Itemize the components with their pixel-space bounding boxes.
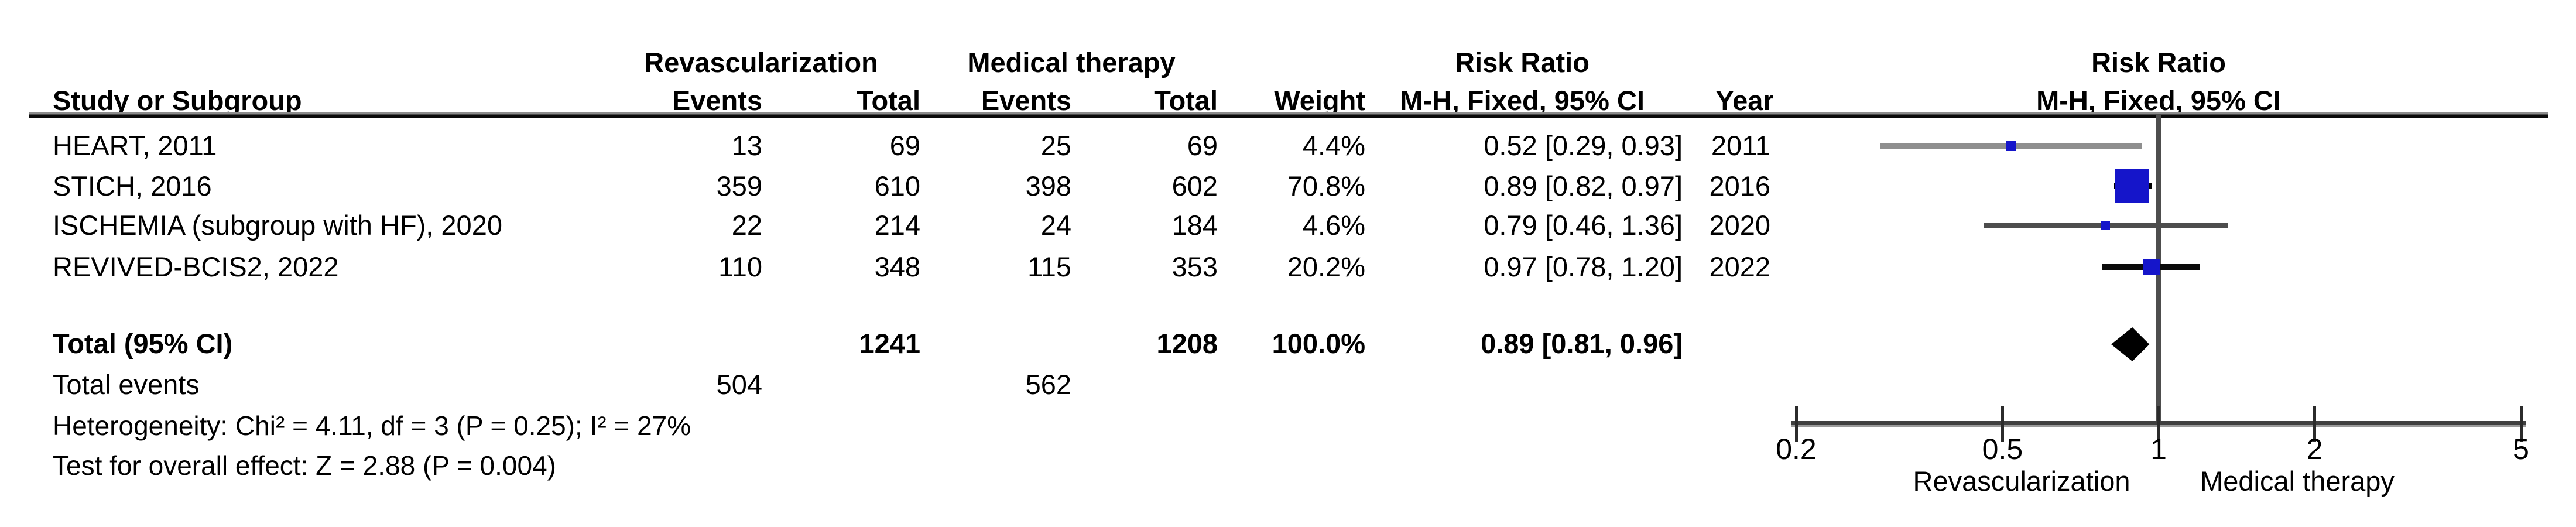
col-header-method-table: M-H, Fixed, 95% CI — [1400, 85, 1645, 116]
heterogeneity-text: Heterogeneity: Chi² = 4.11, df = 3 (P = … — [53, 410, 691, 441]
axis-tick-label: 0.2 — [1776, 433, 1817, 466]
cell-study: STICH, 2016 — [53, 170, 212, 201]
cell-rev-events: 22 — [731, 210, 762, 241]
total-row-label: Total (95% CI) — [53, 328, 233, 359]
cell-weight: 70.8% — [1287, 170, 1365, 201]
header-rule — [29, 112, 2548, 118]
total-weight: 100.0% — [1272, 328, 1365, 359]
cell-rev-total: 610 — [874, 170, 920, 201]
effect-square — [2006, 141, 2017, 151]
cell-med-total: 353 — [1171, 251, 1218, 282]
axis-tick-label: 0.5 — [1982, 433, 2023, 466]
effect-square — [2143, 259, 2160, 275]
cell-rr-ci: 0.89 [0.82, 0.97] — [1484, 170, 1683, 201]
cell-rev-events: 110 — [718, 251, 762, 282]
col-header-year: Year — [1715, 85, 1774, 116]
cell-year: 2022 — [1709, 251, 1770, 282]
total-events-med: 562 — [1025, 369, 1071, 400]
cell-med-events: 115 — [1027, 251, 1071, 282]
cell-med-total: 184 — [1171, 210, 1218, 241]
axis-right-arm-label: Medical therapy — [2200, 466, 2395, 497]
cell-med-events: 24 — [1040, 210, 1071, 241]
cell-weight: 4.4% — [1302, 130, 1365, 161]
group-header-revascularization: Revascularization — [644, 47, 878, 78]
cell-rev-total: 69 — [889, 130, 920, 161]
col-header-weight: Weight — [1274, 85, 1365, 116]
group-header-medical-therapy: Medical therapy — [967, 47, 1176, 78]
cell-study: ISCHEMIA (subgroup with HF), 2020 — [53, 210, 502, 241]
effect-square — [2101, 221, 2111, 230]
cell-year: 2020 — [1709, 210, 1770, 241]
col-header-study: Study or Subgroup — [53, 85, 302, 116]
total-rr-ci: 0.89 [0.81, 0.96] — [1481, 328, 1683, 359]
effect-square — [2115, 169, 2150, 203]
cell-rev-total: 348 — [874, 251, 920, 282]
cell-rr-ci: 0.97 [0.78, 1.20] — [1484, 251, 1683, 282]
cell-rev-total: 214 — [874, 210, 920, 241]
cell-med-total: 69 — [1187, 130, 1218, 161]
col-header-rev-total: Total — [857, 85, 920, 116]
axis-tick-label: 5 — [2513, 433, 2529, 466]
col-header-method-plot: M-H, Fixed, 95% CI — [2036, 85, 2281, 116]
col-header-rev-events: Events — [672, 85, 762, 116]
cell-rr-ci: 0.79 [0.46, 1.36] — [1484, 210, 1683, 241]
cell-med-total: 602 — [1171, 170, 1218, 201]
total-events-rev: 504 — [716, 369, 762, 400]
cell-year: 2016 — [1709, 170, 1770, 201]
cell-weight: 20.2% — [1287, 251, 1365, 282]
cell-rev-events: 359 — [716, 170, 762, 201]
axis-tick — [2313, 406, 2317, 442]
cell-med-events: 398 — [1025, 170, 1071, 201]
axis-left-arm-label: Revascularization — [1913, 466, 2130, 497]
cell-rev-events: 13 — [731, 130, 762, 161]
axis-tick — [2157, 406, 2160, 442]
cell-year: 2011 — [1711, 130, 1770, 161]
overall-effect-text: Test for overall effect: Z = 2.88 (P = 0… — [53, 450, 556, 481]
risk-ratio-plot-title: Risk Ratio — [2091, 47, 2226, 78]
col-header-med-total: Total — [1154, 85, 1218, 116]
pooled-effect-diamond — [2111, 327, 2150, 361]
total-med-total: 1208 — [1156, 328, 1218, 359]
axis-tick — [2519, 406, 2523, 442]
axis-tick-label: 1 — [2150, 433, 2167, 466]
cell-med-events: 25 — [1040, 130, 1071, 161]
cell-weight: 4.6% — [1302, 210, 1365, 241]
axis-tick-label: 2 — [2306, 433, 2323, 466]
col-header-med-events: Events — [981, 85, 1071, 116]
cell-study: REVIVED-BCIS2, 2022 — [53, 251, 339, 282]
axis-tick — [1794, 406, 1798, 442]
total-rev-total: 1241 — [859, 328, 920, 359]
cell-rr-ci: 0.52 [0.29, 0.93] — [1484, 130, 1683, 161]
axis-tick — [2000, 406, 2004, 442]
risk-ratio-table-title: Risk Ratio — [1455, 47, 1590, 78]
cell-study: HEART, 2011 — [53, 130, 217, 161]
total-events-label: Total events — [53, 369, 200, 400]
